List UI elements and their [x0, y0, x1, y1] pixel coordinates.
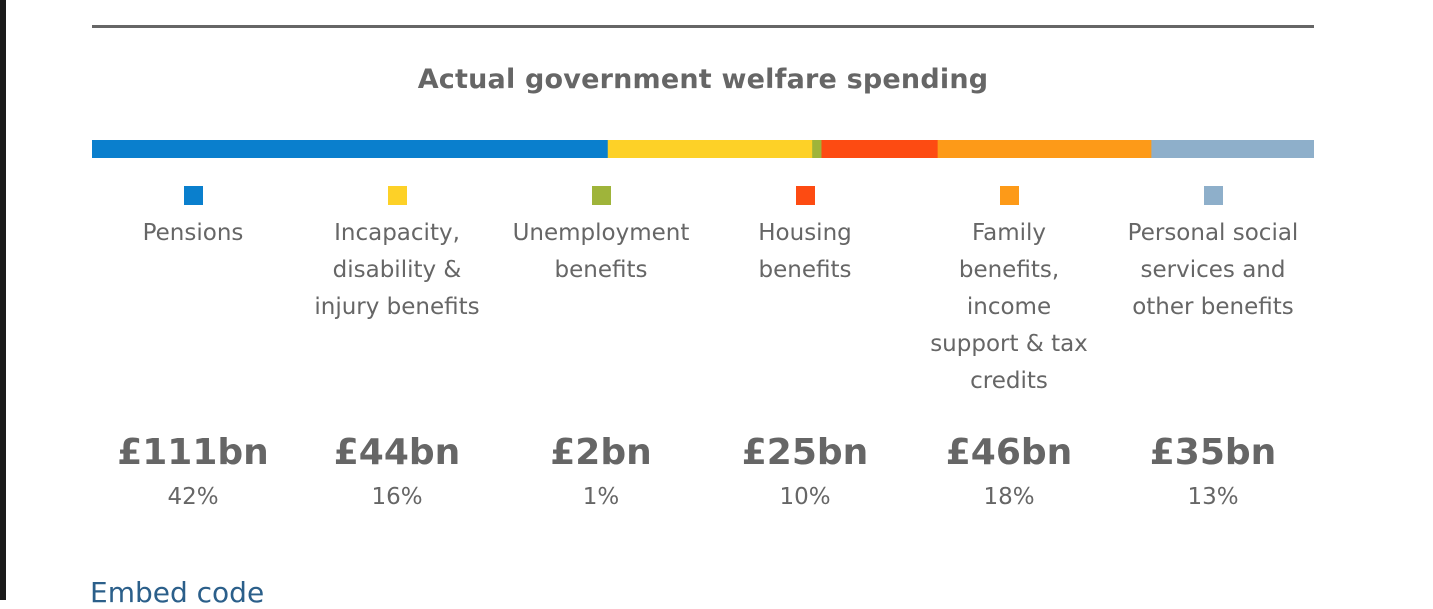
- percent-label: 10%: [779, 484, 831, 510]
- value-label: £111bn: [117, 432, 269, 473]
- percent-label: 1%: [582, 484, 620, 510]
- legend-swatch: [183, 186, 203, 205]
- legend-label: Unemployment benefits: [512, 220, 690, 283]
- value-label: £2bn: [550, 432, 652, 473]
- legend-swatch: [387, 186, 407, 205]
- percent-label: 16%: [371, 484, 423, 510]
- legend-label: Housing benefits: [758, 220, 852, 283]
- legend-item: Personal social services and other benef…: [1111, 186, 1315, 326]
- legend-label: Pensions: [142, 220, 244, 246]
- window-edge: [0, 0, 6, 600]
- legend-swatch: [591, 186, 611, 205]
- legend-label: Family benefits, income support & tax cr…: [930, 220, 1088, 394]
- legend-swatch: [1203, 186, 1223, 205]
- divider: [92, 25, 1314, 28]
- legend-item: Incapacity, disability & injury benefits: [295, 186, 499, 326]
- value-label: £25bn: [741, 432, 869, 473]
- legend-swatch: [999, 186, 1019, 205]
- bar-segment: [607, 140, 813, 158]
- legend-item: Pensions: [91, 186, 295, 252]
- legend-item: Family benefits, income support & tax cr…: [907, 186, 1111, 400]
- value-label: £44bn: [333, 432, 461, 473]
- chart-title: Actual government welfare spending: [417, 64, 989, 95]
- bar-segment: [937, 140, 1152, 158]
- embed-code-link[interactable]: Embed code: [90, 576, 265, 609]
- legend-label: Incapacity, disability & injury benefits: [314, 220, 480, 320]
- bar-segment: [1151, 140, 1314, 158]
- legend-item: Housing benefits: [703, 186, 907, 289]
- bar-segment: [812, 140, 822, 158]
- value-label: £35bn: [1149, 432, 1277, 473]
- value-label: £46bn: [945, 432, 1073, 473]
- stacked-bar: [92, 140, 1314, 158]
- bar-segment: [92, 140, 609, 158]
- legend-swatch: [795, 186, 815, 205]
- legend-item: Unemployment benefits: [499, 186, 703, 289]
- bar-segment: [821, 140, 939, 158]
- percent-label: 13%: [1187, 484, 1239, 510]
- percent-label: 18%: [983, 484, 1035, 510]
- legend-label: Personal social services and other benef…: [1127, 220, 1299, 320]
- percent-label: 42%: [167, 484, 219, 510]
